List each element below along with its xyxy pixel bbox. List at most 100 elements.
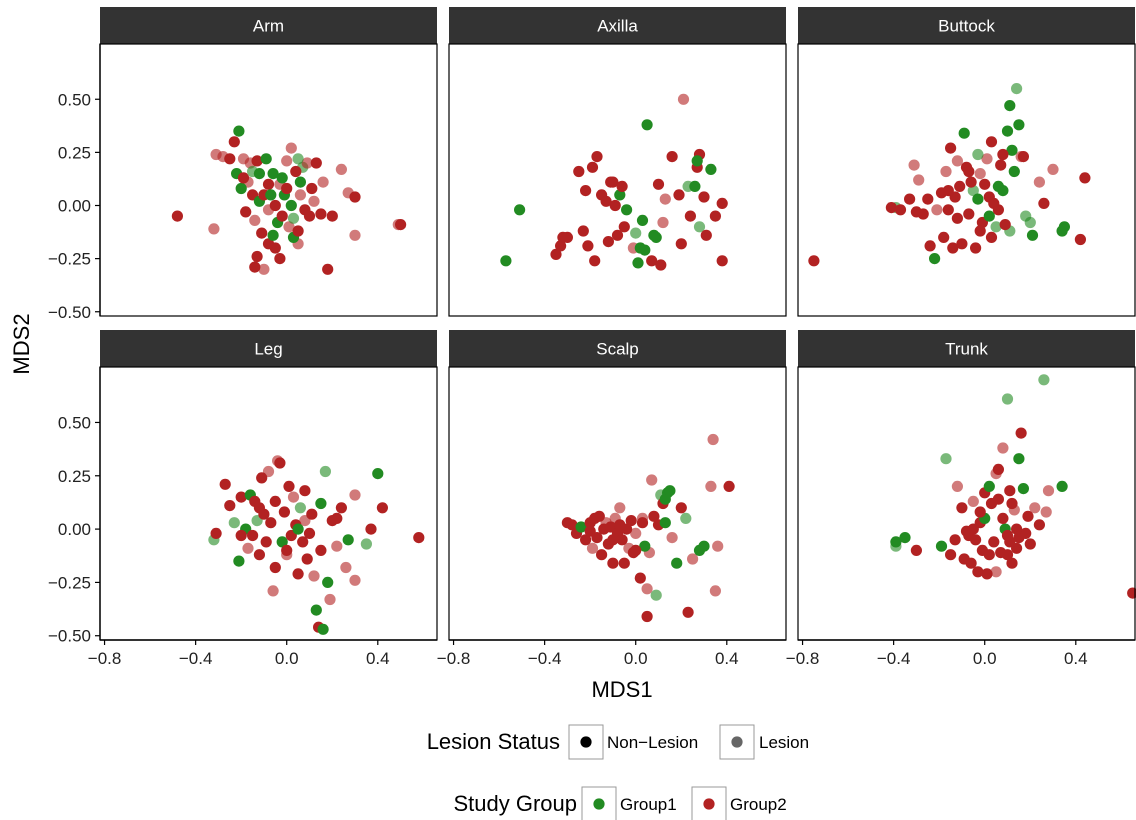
data-point — [997, 513, 1008, 524]
data-point — [281, 155, 292, 166]
data-point — [717, 255, 728, 266]
data-point — [614, 502, 625, 513]
legend-swatch — [593, 798, 604, 809]
data-point — [304, 528, 315, 539]
data-point — [952, 481, 963, 492]
data-point — [1016, 428, 1027, 439]
x-tick-label: 0.4 — [715, 649, 739, 668]
data-point — [667, 151, 678, 162]
data-point — [637, 215, 648, 226]
data-point — [1041, 506, 1052, 517]
data-point — [603, 236, 614, 247]
facet-panel-axilla: Axilla — [449, 7, 786, 316]
data-point — [562, 232, 573, 243]
data-point — [514, 204, 525, 215]
data-point — [940, 453, 951, 464]
y-tick-label: −0.50 — [48, 303, 91, 322]
data-point — [651, 590, 662, 601]
data-point — [621, 204, 632, 215]
data-point — [308, 570, 319, 581]
data-point — [306, 183, 317, 194]
data-point — [263, 179, 274, 190]
data-point — [288, 213, 299, 224]
data-point — [1011, 83, 1022, 94]
data-point — [242, 543, 253, 554]
facet-title: Arm — [253, 17, 284, 36]
data-point — [1011, 524, 1022, 535]
data-point — [959, 128, 970, 139]
data-point — [653, 179, 664, 190]
data-point — [986, 232, 997, 243]
data-point — [673, 189, 684, 200]
data-point — [660, 517, 671, 528]
data-point — [295, 502, 306, 513]
data-point — [1043, 485, 1054, 496]
data-point — [966, 177, 977, 188]
data-point — [1002, 126, 1013, 137]
data-point — [717, 198, 728, 209]
y-tick-label: 0.00 — [58, 520, 91, 539]
data-point — [945, 143, 956, 154]
data-point — [365, 524, 376, 535]
legend-swatch — [731, 736, 742, 747]
data-point — [904, 194, 915, 205]
data-point — [211, 528, 222, 539]
data-point — [261, 536, 272, 547]
data-point — [692, 155, 703, 166]
data-point — [938, 232, 949, 243]
data-point — [1027, 230, 1038, 241]
data-point — [587, 162, 598, 173]
data-point — [984, 211, 995, 222]
data-point — [1013, 119, 1024, 130]
data-point — [270, 496, 281, 507]
data-point — [646, 474, 657, 485]
data-point — [288, 492, 299, 503]
data-point — [975, 506, 986, 517]
y-tick-label: 0.25 — [58, 467, 91, 486]
data-point — [642, 119, 653, 130]
data-point — [281, 183, 292, 194]
data-point — [676, 502, 687, 513]
data-point — [701, 230, 712, 241]
x-tick-label: −0.8 — [437, 649, 471, 668]
data-point — [909, 160, 920, 171]
plot-area — [100, 367, 437, 640]
data-point — [172, 211, 183, 222]
data-point — [1025, 217, 1036, 228]
y-axis-label: MDS2 — [9, 313, 34, 374]
data-point — [940, 166, 951, 177]
data-point — [1038, 198, 1049, 209]
data-point — [630, 545, 641, 556]
data-point — [322, 264, 333, 275]
data-point — [913, 174, 924, 185]
data-point — [678, 94, 689, 105]
data-point — [318, 624, 329, 635]
y-tick-label: −0.50 — [48, 627, 91, 646]
data-point — [925, 240, 936, 251]
data-point — [808, 255, 819, 266]
data-point — [1059, 221, 1070, 232]
data-point — [315, 498, 326, 509]
data-point — [265, 189, 276, 200]
data-point — [302, 553, 313, 564]
data-point — [286, 200, 297, 211]
legend-swatch — [703, 798, 714, 809]
x-tick-label: −0.8 — [88, 649, 122, 668]
data-point — [229, 517, 240, 528]
data-point — [254, 168, 265, 179]
data-point — [979, 179, 990, 190]
data-point — [954, 181, 965, 192]
data-point — [256, 472, 267, 483]
legend-label: Lesion — [759, 733, 809, 752]
data-point — [642, 611, 653, 622]
data-point — [252, 251, 263, 262]
data-point — [698, 541, 709, 552]
data-point — [685, 211, 696, 222]
data-point — [993, 204, 1004, 215]
data-point — [336, 502, 347, 513]
legends: Lesion Status Non−Lesion Lesion Study Group… — [427, 725, 809, 820]
data-point — [372, 468, 383, 479]
data-point — [972, 194, 983, 205]
legend-swatch — [580, 736, 591, 747]
